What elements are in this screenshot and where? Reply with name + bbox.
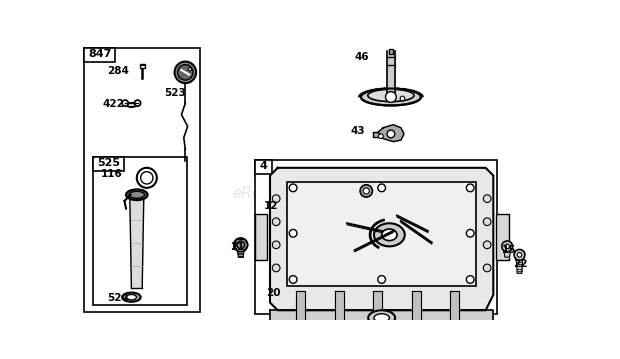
Ellipse shape bbox=[368, 310, 395, 326]
Circle shape bbox=[484, 241, 491, 249]
Circle shape bbox=[237, 241, 245, 249]
Ellipse shape bbox=[374, 314, 389, 322]
Polygon shape bbox=[412, 291, 421, 330]
Circle shape bbox=[360, 185, 373, 197]
Text: 525: 525 bbox=[97, 158, 120, 168]
Circle shape bbox=[484, 264, 491, 272]
Circle shape bbox=[177, 65, 193, 80]
Circle shape bbox=[272, 264, 280, 272]
Circle shape bbox=[141, 172, 153, 184]
Polygon shape bbox=[270, 310, 494, 332]
Text: 46: 46 bbox=[355, 52, 370, 62]
Circle shape bbox=[122, 100, 128, 106]
Circle shape bbox=[400, 96, 405, 101]
Circle shape bbox=[188, 68, 192, 71]
Polygon shape bbox=[516, 260, 523, 273]
Circle shape bbox=[175, 61, 196, 83]
Polygon shape bbox=[130, 200, 144, 288]
Circle shape bbox=[363, 188, 370, 194]
Text: 847: 847 bbox=[88, 49, 112, 59]
Ellipse shape bbox=[122, 293, 141, 302]
Text: 43: 43 bbox=[351, 126, 365, 136]
Ellipse shape bbox=[126, 190, 148, 200]
Ellipse shape bbox=[126, 294, 136, 300]
Ellipse shape bbox=[382, 229, 397, 241]
Bar bbox=[255, 160, 272, 174]
Polygon shape bbox=[450, 291, 459, 330]
Bar bbox=[84, 48, 200, 312]
Circle shape bbox=[290, 276, 297, 283]
Circle shape bbox=[272, 195, 280, 202]
Text: 4: 4 bbox=[259, 161, 267, 171]
Circle shape bbox=[290, 184, 297, 192]
Polygon shape bbox=[373, 132, 378, 137]
Ellipse shape bbox=[374, 223, 405, 246]
Circle shape bbox=[466, 184, 474, 192]
Circle shape bbox=[484, 195, 491, 202]
Ellipse shape bbox=[129, 191, 144, 198]
Circle shape bbox=[378, 184, 386, 192]
Circle shape bbox=[272, 241, 280, 249]
Bar bbox=[84, 48, 115, 62]
Circle shape bbox=[517, 252, 522, 257]
Text: eReplacementParts.com: eReplacementParts.com bbox=[232, 186, 418, 201]
Polygon shape bbox=[296, 291, 306, 330]
Polygon shape bbox=[373, 291, 383, 330]
Circle shape bbox=[514, 250, 525, 260]
Bar bbox=[389, 49, 393, 54]
Text: 284: 284 bbox=[107, 66, 130, 76]
Text: 20: 20 bbox=[266, 288, 281, 298]
Polygon shape bbox=[270, 168, 494, 310]
Circle shape bbox=[484, 218, 491, 225]
Circle shape bbox=[387, 130, 395, 138]
Circle shape bbox=[466, 229, 474, 237]
Bar bbox=[140, 64, 144, 68]
Text: 116: 116 bbox=[100, 169, 122, 178]
Circle shape bbox=[379, 134, 383, 139]
Circle shape bbox=[378, 276, 386, 283]
Circle shape bbox=[386, 92, 396, 102]
Ellipse shape bbox=[368, 89, 414, 102]
Polygon shape bbox=[335, 291, 344, 330]
Circle shape bbox=[502, 241, 513, 252]
Polygon shape bbox=[378, 125, 404, 142]
Circle shape bbox=[137, 168, 157, 188]
Polygon shape bbox=[387, 51, 395, 93]
Circle shape bbox=[466, 276, 474, 283]
Polygon shape bbox=[504, 252, 510, 257]
Circle shape bbox=[135, 100, 141, 106]
Text: 22: 22 bbox=[513, 259, 528, 269]
Bar bbox=[497, 214, 508, 260]
Bar bbox=[93, 157, 124, 171]
Bar bbox=[255, 214, 267, 260]
Text: 524: 524 bbox=[107, 293, 128, 303]
Circle shape bbox=[272, 218, 280, 225]
Polygon shape bbox=[237, 252, 244, 257]
Text: 12: 12 bbox=[264, 201, 278, 211]
Ellipse shape bbox=[361, 89, 421, 106]
Text: 523: 523 bbox=[164, 88, 185, 98]
Circle shape bbox=[505, 244, 510, 249]
Text: 21: 21 bbox=[230, 242, 244, 252]
Text: 15: 15 bbox=[502, 245, 516, 255]
Text: 422: 422 bbox=[102, 98, 124, 108]
Bar bbox=[93, 157, 187, 305]
Circle shape bbox=[234, 238, 247, 252]
Bar bbox=[255, 160, 497, 314]
Bar bbox=[287, 182, 476, 286]
Circle shape bbox=[290, 229, 297, 237]
